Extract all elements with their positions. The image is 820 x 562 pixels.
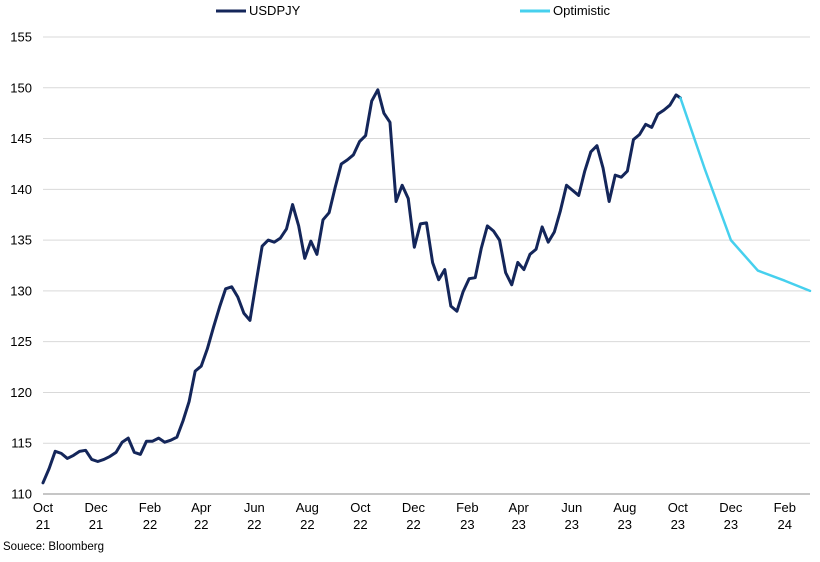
x-tick-month: Feb [774,500,796,515]
legend-label-usdpjy: USDPJY [249,3,301,18]
y-tick-label: 115 [11,436,32,451]
x-tick-year: 21 [36,517,50,532]
x-tick-month: Jun [244,500,265,515]
legend: USDPJY Optimistic [216,3,611,18]
y-tick-label: 120 [10,385,32,400]
x-tick-month: Oct [33,500,54,515]
x-tick-label: Dec 21 [84,500,108,532]
x-tick-month: Apr [509,500,530,515]
source-note: Souece: Bloomberg [3,541,105,553]
y-tick-label: 155 [10,30,32,45]
y-axis-tick-labels: 110 115 120 125 130 135 140 145 150 155 [10,30,32,502]
x-tick-year: 22 [300,517,314,532]
x-tick-year: 23 [564,517,578,532]
x-tick-label: Oct 23 [668,500,689,532]
x-tick-year: 24 [778,517,792,532]
x-axis-tick-labels: Oct 21 Dec 21 Feb 22 Apr 22 Jun 22 Aug 22 Oct 22 Dec 22… [33,500,796,532]
x-tick-label: Oct 21 [33,500,54,532]
x-tick-label: Apr 23 [509,500,530,532]
x-tick-year: 23 [511,517,525,532]
x-tick-label: Feb 23 [456,500,478,532]
x-tick-month: Apr [191,500,212,515]
x-tick-year: 23 [460,517,474,532]
x-tick-year: 22 [247,517,261,532]
x-tick-year: 23 [724,517,738,532]
y-tick-label: 135 [10,233,32,248]
y-tick-label: 125 [10,334,32,349]
x-tick-month: Oct [350,500,371,515]
x-tick-month: Dec [402,500,426,515]
x-tick-month: Feb [139,500,161,515]
x-tick-label: Feb 24 [774,500,796,532]
x-tick-year: 22 [406,517,420,532]
x-tick-year: 21 [89,517,103,532]
series-line-optimistic [679,96,812,293]
series-line-usdpjy [41,88,682,485]
x-tick-year: 23 [618,517,632,532]
x-tick-year: 23 [671,517,685,532]
x-tick-label: Aug 22 [296,500,319,532]
y-tick-label: 130 [10,283,32,298]
x-tick-month: Dec [719,500,743,515]
legend-label-optimistic: Optimistic [553,3,611,18]
gridlines [43,36,810,444]
x-tick-month: Aug [296,500,319,515]
x-tick-label: Jun 23 [561,500,582,532]
x-tick-year: 22 [194,517,208,532]
x-tick-month: Oct [668,500,689,515]
x-tick-year: 22 [353,517,367,532]
x-tick-label: Apr 22 [191,500,212,532]
x-tick-month: Jun [561,500,582,515]
y-tick-label: 110 [11,487,32,502]
y-tick-label: 150 [10,80,32,95]
x-tick-label: Dec 22 [402,500,426,532]
x-tick-label: Aug 23 [613,500,636,532]
x-tick-month: Aug [613,500,636,515]
x-tick-month: Dec [84,500,108,515]
x-tick-month: Feb [456,500,478,515]
x-tick-label: Feb 22 [139,500,161,532]
y-tick-label: 145 [10,131,32,146]
series-lines [41,88,812,485]
x-tick-label: Jun 22 [244,500,265,532]
x-tick-year: 22 [143,517,157,532]
x-tick-label: Oct 22 [350,500,371,532]
x-tick-label: Dec 23 [719,500,743,532]
y-tick-label: 140 [10,182,32,197]
